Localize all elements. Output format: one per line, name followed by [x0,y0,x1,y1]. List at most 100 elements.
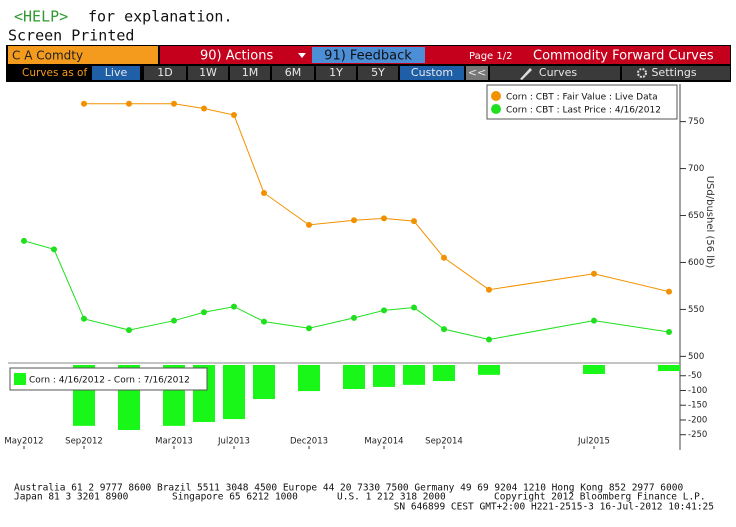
gear-icon[interactable] [637,68,647,78]
curves-as-of: Curves as of [22,67,87,79]
legend-swatch [491,91,501,101]
curves[interactable]: Curves [539,66,577,79]
point [411,304,417,311]
feedback[interactable]: 91) Feedback [324,49,412,64]
point [261,318,267,325]
range-button[interactable] [272,66,314,80]
point [231,303,237,310]
bar [478,365,500,375]
y-tick-label: 750 [688,117,704,127]
y-tick-label: 600 [688,258,704,268]
point [486,286,492,293]
point [486,336,492,343]
bar [373,365,395,387]
range-label[interactable]: Live [105,66,128,79]
series-line [84,103,670,293]
range-label[interactable]: 1M [242,66,259,79]
function-title: Commodity Forward Curves [533,49,714,64]
x-tick-label: May2012 [4,437,43,447]
legend-box [486,84,678,120]
y-tick-label: -50 [688,371,702,381]
legend-label: Corn : CBT : Fair Value : Live Data [506,93,658,103]
bar [223,365,245,420]
point [666,288,672,295]
range-button[interactable] [358,66,398,80]
actions[interactable]: 90) Actions [200,49,273,64]
range-label[interactable]: 1Y [329,66,343,79]
footer-line: Australia 61 2 9777 8600 Brazil 5511 304… [14,483,683,494]
footer-line: Singapore 65 6212 1000 [172,492,298,503]
range-label[interactable]: 6M [285,66,302,79]
point [261,189,267,196]
y-tick-label: -200 [688,415,707,425]
bar [583,365,605,374]
security-box[interactable] [8,46,158,64]
range-button[interactable] [316,66,356,80]
range-label[interactable]: Custom [411,66,453,79]
series-line [23,240,670,340]
point [306,221,312,228]
pen-icon[interactable] [520,68,532,80]
settings[interactable]: Settings [651,66,696,79]
legend-label: Corn : 4/16/2012 - Corn : 7/16/2012 [29,376,190,386]
point [381,307,387,314]
y-tick-label: 550 [688,305,704,315]
point [381,215,387,222]
point [351,314,357,321]
x-tick-label: Jul2013 [217,437,250,447]
point [171,317,177,324]
y-tick-label: -250 [688,430,707,440]
feedback-button[interactable] [312,47,425,63]
y-tick-label: -100 [688,386,707,396]
point [201,309,207,316]
range-button[interactable] [230,66,270,80]
footer-line: U.S. 1 212 318 2000 [337,492,446,503]
point [441,326,447,333]
point [171,100,177,107]
point [126,327,132,334]
point [51,246,57,253]
x-tick-label: May2014 [364,437,403,447]
x-tick-label: Jul2015 [577,437,610,447]
range-label[interactable]: 1W [199,66,217,79]
bar [343,365,365,390]
point [441,254,447,261]
bar [403,365,425,385]
dropdown-arrow[interactable] [298,53,306,58]
menu-bar [160,46,730,64]
y-axis-label: USd/bushel (56 lb) [704,176,715,269]
point [351,217,357,224]
legend-swatch [491,104,501,114]
security[interactable]: C A Comdty [12,49,83,63]
collapse-button[interactable] [466,66,488,80]
point [21,237,27,244]
y-tick-label: -150 [688,401,707,411]
legend-label: Corn : CBT : Last Price : 4/16/2012 [506,106,661,116]
page: Page 1/2 [469,51,512,62]
range-button[interactable] [92,66,140,80]
range-button[interactable] [144,66,186,80]
point [231,112,237,119]
x-tick-label: Sep2012 [65,437,103,447]
footer-line: Copyright 2012 Bloomberg Finance L.P. [494,492,706,503]
point [81,100,87,107]
range-label[interactable]: 1D [157,66,172,79]
range-button[interactable] [400,66,464,80]
point [306,325,312,332]
bar [658,365,680,372]
bar [298,365,320,392]
point [201,105,207,112]
status: Screen Printed [8,27,134,45]
y-tick-label: 650 [688,211,704,221]
x-tick-label: Dec2013 [290,437,328,447]
range-label[interactable]: 5Y [371,66,385,79]
settings-button[interactable] [622,66,730,80]
range-button[interactable] [188,66,228,80]
x-tick-label: Mar2013 [155,437,193,447]
point [126,100,132,107]
point [591,270,597,277]
point [591,317,597,324]
legend-box [9,367,208,391]
collapse[interactable]: << [468,66,486,79]
help-key: <HELP> [14,8,68,26]
